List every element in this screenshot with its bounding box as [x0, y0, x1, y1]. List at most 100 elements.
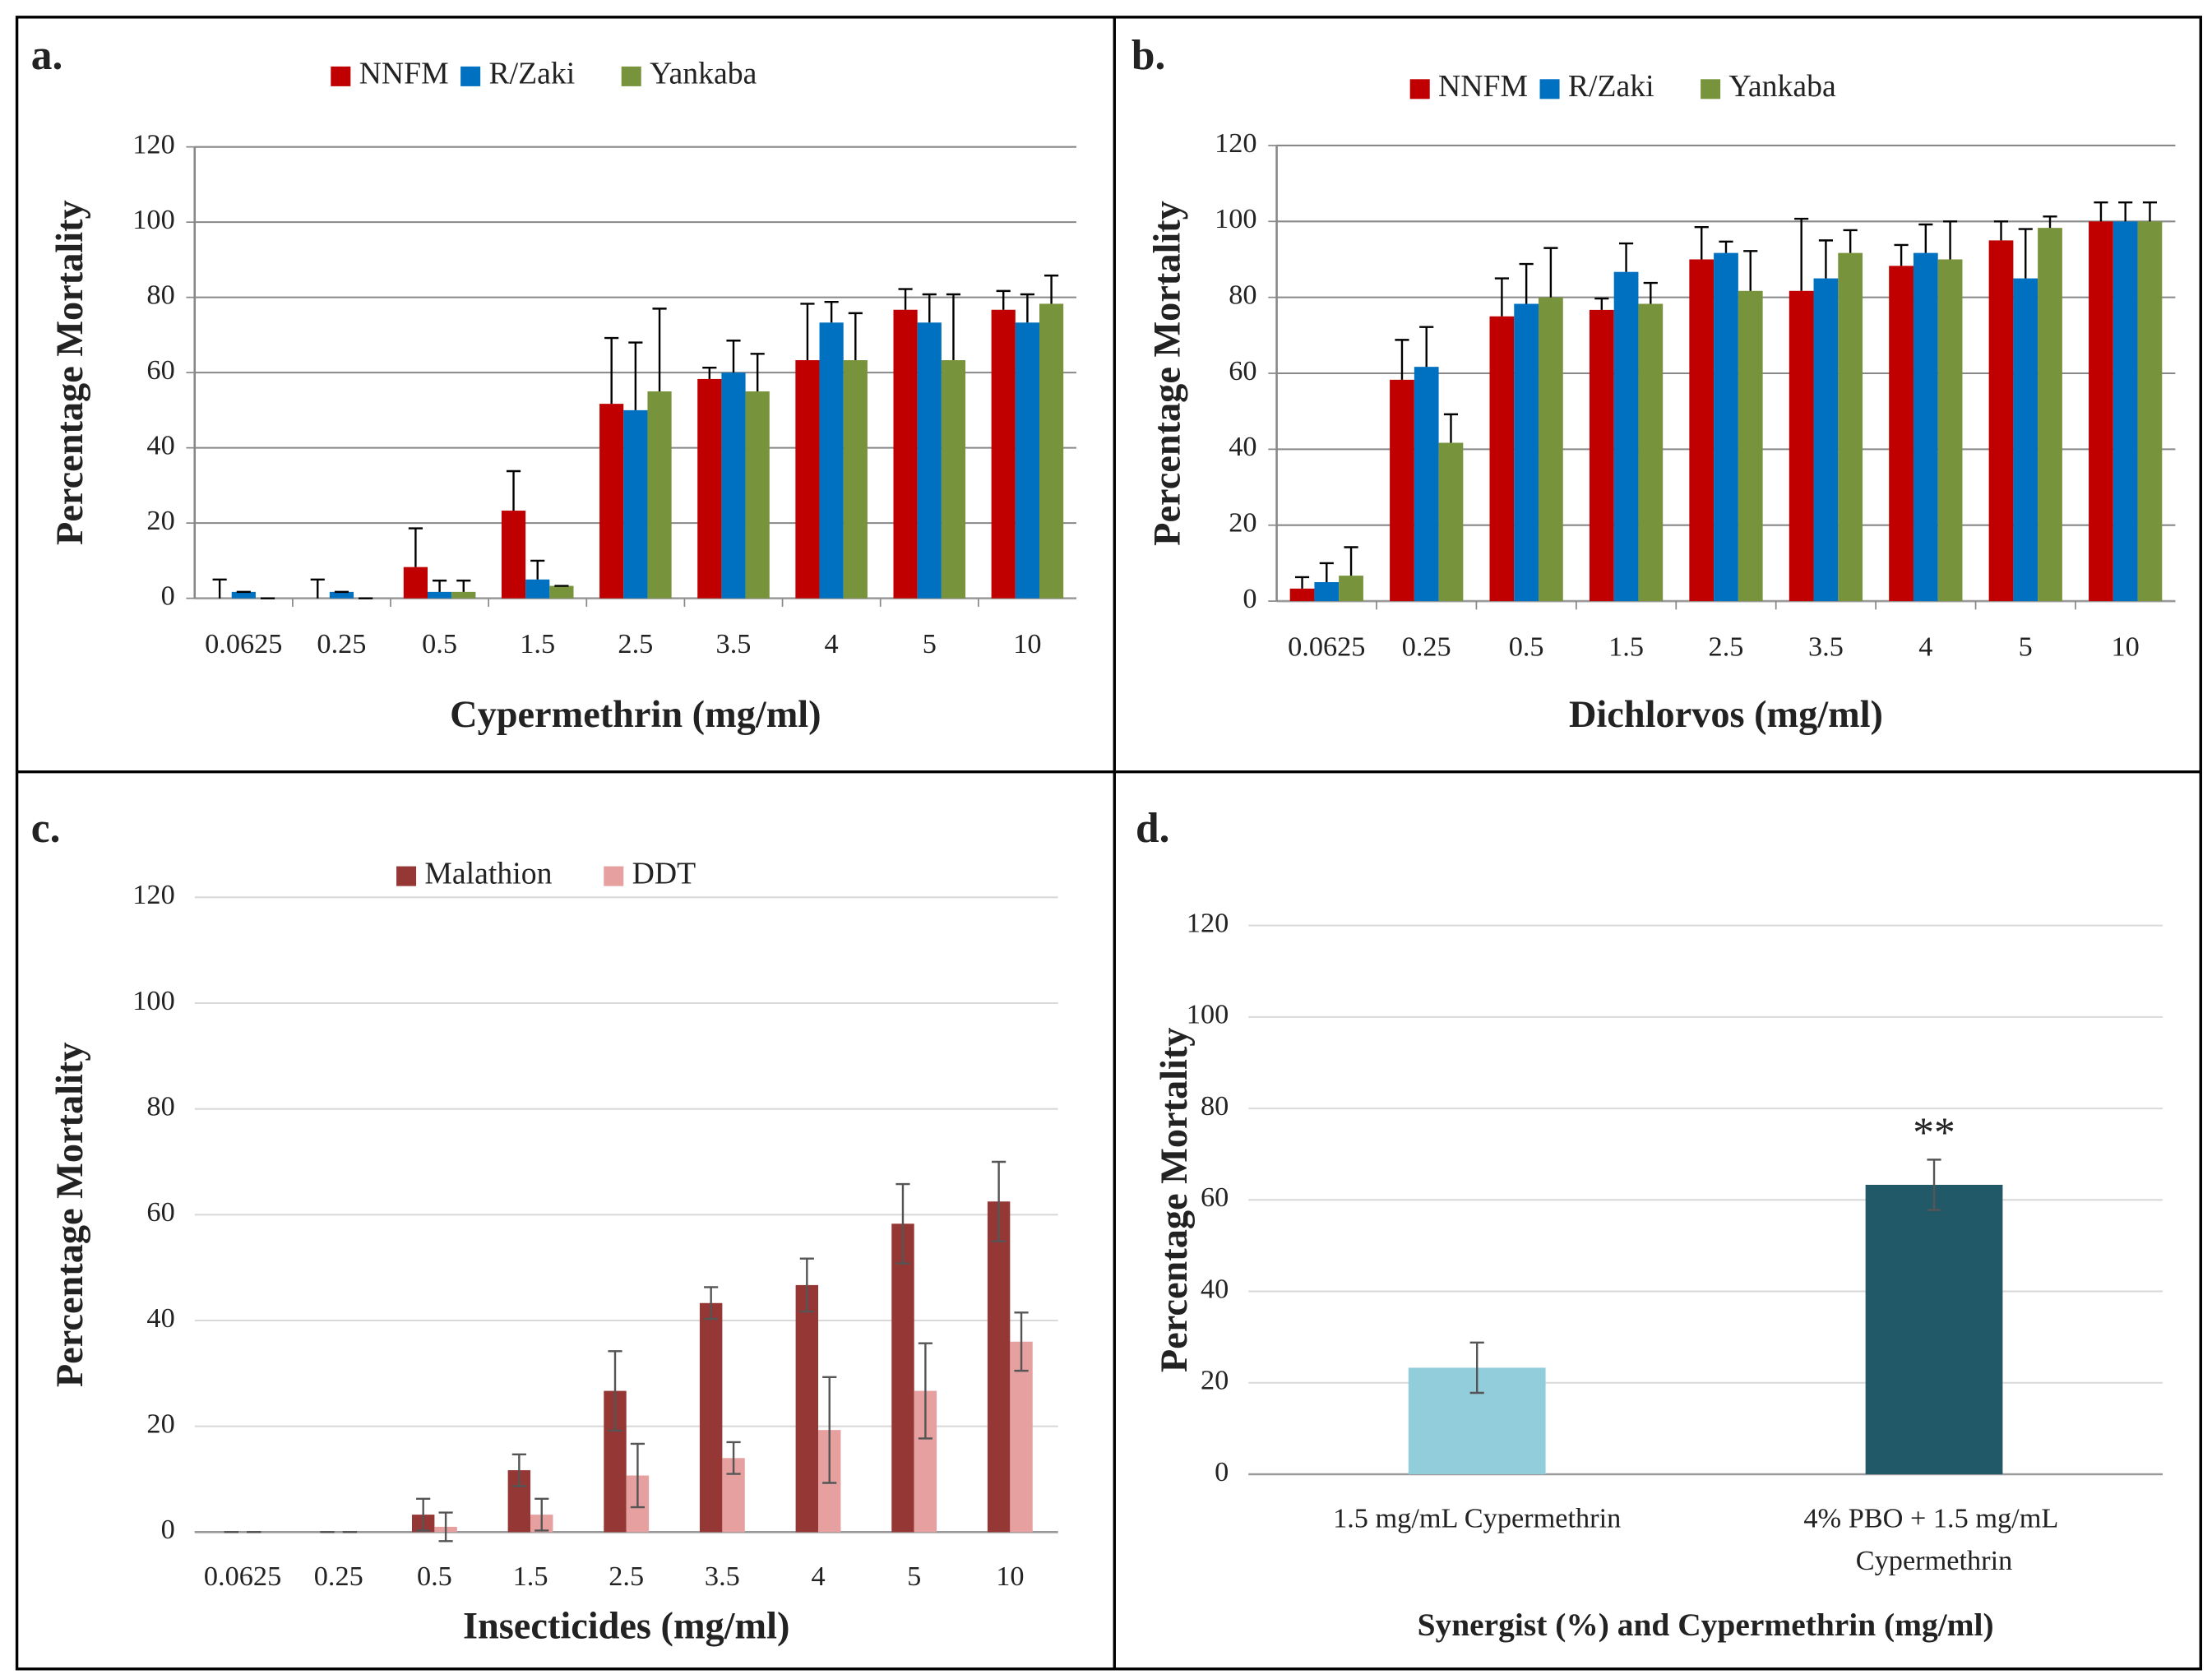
- bar: [1589, 309, 1614, 602]
- legend-swatch: [1409, 79, 1430, 99]
- y-tick-label: 0: [161, 580, 175, 612]
- legend-swatch: [460, 66, 481, 86]
- legend-label: NNFM: [1438, 69, 1528, 104]
- error-bar: [1419, 326, 1434, 368]
- bar: [1789, 290, 1814, 602]
- bar: [1714, 252, 1738, 602]
- y-tick-label: 80: [146, 280, 174, 311]
- error-bar: [704, 1286, 719, 1321]
- error-bar: [408, 527, 423, 567]
- error-bar: [2043, 215, 2057, 229]
- legend-item: R/Zaki: [460, 57, 575, 91]
- bar: [1813, 278, 1839, 602]
- error-bar: [848, 312, 863, 361]
- error-bar: [604, 336, 619, 405]
- bar: [623, 409, 648, 599]
- y-tick-label: 120: [1187, 908, 1229, 939]
- error-bar: [438, 1511, 453, 1543]
- bar: [1865, 1184, 2003, 1475]
- bar: [403, 567, 428, 599]
- y-tick-label: 120: [132, 879, 174, 910]
- y-tick-label: 0: [1243, 583, 1256, 614]
- legend-swatch: [621, 66, 641, 86]
- error-bar: [1943, 220, 1958, 260]
- bar: [745, 391, 770, 599]
- y-tick-label: 60: [146, 354, 174, 386]
- legend-label: Yankaba: [1728, 69, 1836, 104]
- x-tick-label: 5: [907, 1561, 921, 1592]
- x-tick-label: 0.5: [417, 1561, 452, 1592]
- error-bar: [456, 579, 471, 592]
- error-bar: [310, 578, 325, 599]
- x-tick-label: 10: [1013, 628, 1041, 659]
- error-bar: [922, 293, 937, 323]
- bar: [1489, 316, 1515, 602]
- y-tick-label: 80: [1229, 280, 1256, 311]
- legend-item: NNFM: [1409, 69, 1528, 104]
- x-axis-title: Dichlorvos (mg/ml): [1569, 694, 1883, 736]
- error-bar: [1818, 239, 1833, 279]
- error-bar: [1843, 229, 1858, 253]
- bar: [819, 322, 844, 599]
- y-axis-title: Percentage Mortality: [49, 1043, 91, 1388]
- bar: [1039, 303, 1064, 599]
- bar: [1913, 252, 1938, 602]
- bar: [1438, 442, 1464, 602]
- y-tick-label: 80: [1201, 1090, 1229, 1122]
- bar: [1988, 240, 2014, 602]
- error-bar: [822, 1376, 837, 1484]
- bar: [1010, 1341, 1033, 1533]
- error-bar: [1395, 339, 1409, 380]
- bar: [1539, 297, 1563, 602]
- x-tick-label: 3.5: [1808, 631, 1844, 662]
- panel-label: c.: [31, 805, 61, 852]
- error-bar: [652, 308, 667, 392]
- legend-label: Yankaba: [650, 57, 757, 91]
- legend-swatch: [1701, 79, 1721, 99]
- error-bar: [1743, 250, 1758, 291]
- x-tick-label: 10: [2112, 631, 2140, 662]
- error-bar: [1294, 576, 1310, 589]
- bar: [1889, 266, 1914, 602]
- error-bar: [726, 340, 741, 373]
- legend-item: Yankaba: [621, 57, 757, 91]
- error-bar: [506, 469, 521, 511]
- x-tick-label: 1.5: [513, 1561, 548, 1592]
- error-bar: [1794, 217, 1809, 291]
- bar: [795, 1284, 819, 1533]
- bar: [2113, 221, 2138, 602]
- x-tick-label: 2.5: [618, 628, 653, 659]
- error-bar: [608, 1350, 622, 1432]
- x-tick-label: 3.5: [716, 628, 752, 659]
- error-bar: [800, 303, 815, 361]
- legend-item: NNFM: [331, 57, 449, 91]
- legend-swatch: [396, 866, 417, 886]
- y-tick-label: 20: [1229, 507, 1256, 539]
- x-tick-label: 0.25: [314, 1561, 363, 1592]
- x-tick-label: 4: [811, 1561, 825, 1592]
- y-tick-label: 20: [146, 505, 174, 536]
- error-bar: [1319, 562, 1334, 582]
- bar: [549, 585, 574, 599]
- y-tick-label: 100: [1215, 203, 1256, 234]
- legend-swatch: [1539, 79, 1560, 99]
- bar: [329, 591, 354, 599]
- bar: [1738, 290, 1763, 602]
- error-bar: [898, 288, 913, 310]
- error-bar: [1020, 293, 1034, 323]
- error-bar: [799, 1257, 814, 1313]
- x-tick-label: 4% PBO + 1.5 mg/mL Cypermethrin: [1803, 1502, 2064, 1575]
- bar: [991, 309, 1016, 599]
- error-bar: [824, 300, 839, 323]
- error-bar: [1494, 277, 1509, 317]
- error-bar: [2118, 201, 2133, 222]
- bar: [721, 372, 746, 599]
- bar: [231, 591, 256, 599]
- x-tick-label: 0.5: [422, 628, 457, 659]
- error-bar: [630, 1442, 645, 1509]
- bar: [891, 1223, 914, 1533]
- y-tick-label: 40: [146, 430, 174, 461]
- x-tick-label: 1.5: [1608, 631, 1644, 662]
- x-tick-label: 0.0625: [204, 1561, 281, 1592]
